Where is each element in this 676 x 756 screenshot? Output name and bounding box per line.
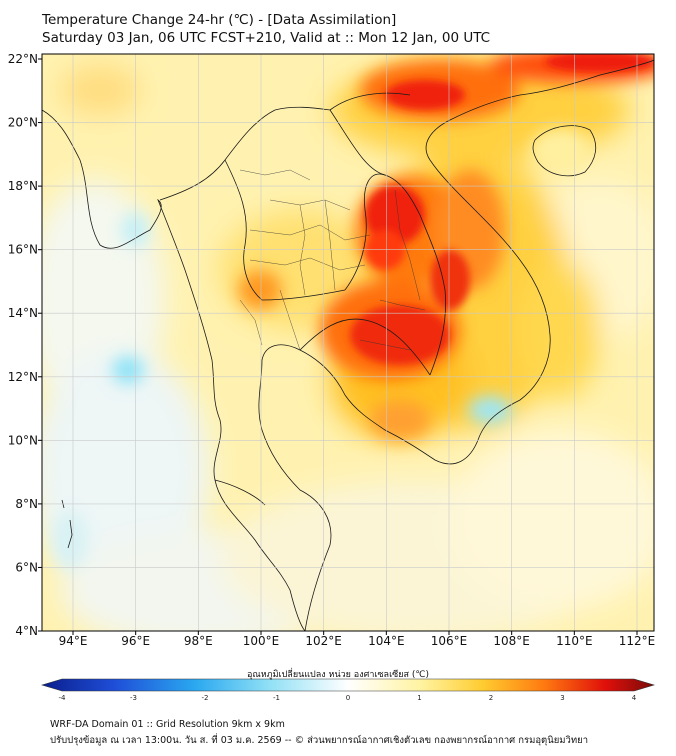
colorbar-tick-label: -4	[59, 694, 67, 702]
colorbar-bar	[40, 678, 656, 692]
lat-tick-label: 10°N	[8, 433, 38, 447]
colorbar-tick-label: 2	[489, 694, 493, 702]
lon-tick-label: 110°E	[556, 634, 593, 648]
lat-tick-label: 16°N	[8, 243, 38, 257]
map-title: Temperature Change 24-hr (℃) - [Data Ass…	[42, 12, 397, 28]
lat-tick-label: 6°N	[15, 560, 38, 574]
latitude-axis: 22°N 20°N 18°N 16°N 14°N 12°N 10°N 8°N 6°N 4°N	[8, 52, 42, 638]
colorbar-tick-label: 3	[560, 694, 564, 702]
colorbar: -4 -3 -2 -1 0 1 2 3 4	[40, 678, 656, 702]
graticule	[42, 54, 654, 631]
lat-tick-label: 18°N	[8, 179, 38, 193]
coastlines	[42, 59, 654, 631]
footer-resolution: WRF-DA Domain 01 :: Grid Resolution 9km …	[50, 719, 285, 730]
lat-tick-label: 8°N	[15, 497, 38, 511]
lat-tick-label: 4°N	[15, 624, 38, 638]
lon-tick-label: 98°E	[184, 634, 213, 648]
plot-frame	[41, 53, 655, 632]
colorbar-tick-label: 4	[632, 694, 637, 702]
colorbar-tick-label: -1	[273, 694, 280, 702]
lon-tick-label: 108°E	[493, 634, 530, 648]
lat-tick-label: 20°N	[8, 116, 38, 130]
lon-tick-label: 106°E	[431, 634, 468, 648]
lon-tick-label: 94°E	[59, 634, 88, 648]
lat-tick-label: 22°N	[8, 52, 38, 66]
temperature-field	[42, 54, 654, 631]
lon-tick-label: 100°E	[243, 634, 280, 648]
colorbar-label: อุณหภูมิเปลี่ยนแปลง หน่วย องศาเซลเซียส (…	[246, 670, 430, 680]
lat-tick-label: 12°N	[8, 370, 38, 384]
map-subtitle: Saturday 03 Jan, 06 UTC FCST+210, Valid …	[42, 30, 491, 46]
lon-tick-label: 112°E	[619, 634, 656, 648]
colorbar-tick-label: 0	[346, 694, 350, 702]
lon-tick-label: 96°E	[121, 634, 150, 648]
colorbar-tick-label: -3	[130, 694, 137, 702]
colorbar-tick-label: -2	[202, 694, 209, 702]
lon-tick-label: 102°E	[305, 634, 342, 648]
colorbar-ticks: -4 -3 -2 -1 0 1 2 3 4	[59, 694, 637, 702]
admin-borders	[239, 169, 426, 351]
footer-credit: ปรับปรุงข้อมูล ณ เวลา 13:00น. วัน ส. ที่…	[50, 735, 589, 746]
longitude-axis: 94°E 96°E 98°E 100°E 102°E 104°E 106°E 108°E 110…	[59, 631, 656, 648]
lat-tick-label: 14°N	[8, 306, 38, 320]
colorbar-tick-label: 1	[417, 694, 421, 702]
lon-tick-label: 104°E	[368, 634, 405, 648]
